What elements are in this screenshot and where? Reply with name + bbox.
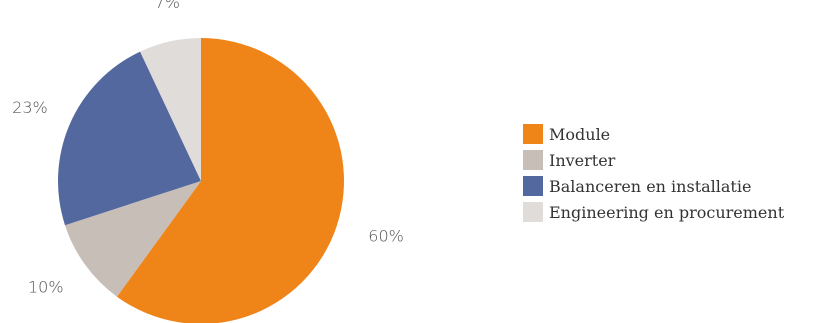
slice-value-label-balanceren: 23% bbox=[12, 98, 48, 117]
pie-value-labels: 60% 10% 23% 7% bbox=[12, 0, 404, 296]
legend-swatch-inverter bbox=[523, 150, 543, 170]
legend-swatch-balanceren bbox=[523, 176, 543, 196]
legend-item-module: Module bbox=[523, 121, 784, 147]
legend-item-inverter: Inverter bbox=[523, 147, 784, 173]
legend-swatch-module bbox=[523, 124, 543, 144]
legend-label-inverter: Inverter bbox=[549, 150, 616, 170]
pie-slice-module bbox=[116, 38, 344, 323]
legend-swatch-engineering bbox=[523, 202, 543, 222]
legend-item-balanceren: Balanceren en installatie bbox=[523, 173, 784, 199]
legend-label-engineering: Engineering en procurement bbox=[549, 202, 785, 222]
slice-value-label-engineering: 7% bbox=[155, 0, 180, 12]
chart-legend: Module Inverter Balanceren en installati… bbox=[523, 121, 784, 225]
slice-value-label-module: 60% bbox=[368, 227, 404, 246]
legend-label-module: Module bbox=[549, 124, 611, 144]
legend-item-engineering: Engineering en procurement bbox=[523, 199, 784, 225]
legend-label-balanceren: Balanceren en installatie bbox=[549, 176, 752, 196]
pie-slices bbox=[57, 38, 344, 323]
pie-slice-balanceren bbox=[57, 51, 202, 226]
slice-value-label-inverter: 10% bbox=[28, 277, 64, 296]
pie-slice-engineering bbox=[140, 38, 201, 181]
pie-slice-inverter bbox=[64, 181, 201, 297]
